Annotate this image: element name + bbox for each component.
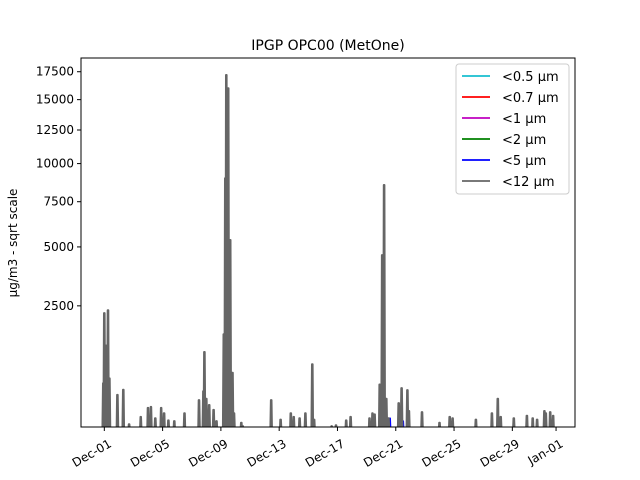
y-tick-label: 2500 bbox=[43, 299, 74, 313]
chart-title: IPGP OPC00 (MetOne) bbox=[251, 38, 404, 54]
y-axis-label: µg/m3 - sqrt scale bbox=[6, 189, 20, 298]
y-tick-label: 5000 bbox=[43, 240, 74, 254]
y-tick-label: 15000 bbox=[36, 93, 74, 107]
plot-frame bbox=[80, 57, 576, 428]
legend-label: <0.7 µm bbox=[502, 91, 559, 106]
legend-label: <5 µm bbox=[502, 154, 546, 169]
y-tick-label: 17500 bbox=[36, 65, 74, 79]
legend: <0.5 µm <0.7 µm <1 µm <2 µm <5 µm <12 µm bbox=[455, 63, 570, 195]
y-tick-label: 10000 bbox=[36, 157, 74, 171]
legend-label: <2 µm bbox=[502, 133, 546, 148]
y-tick-label: 7500 bbox=[43, 195, 74, 209]
series-line bbox=[101, 74, 555, 427]
legend-label: <1 µm bbox=[502, 112, 546, 127]
legend-label: <0.5 µm bbox=[502, 70, 559, 85]
y-tick-label: 12500 bbox=[36, 123, 74, 137]
legend-label: <12 µm bbox=[502, 175, 555, 190]
